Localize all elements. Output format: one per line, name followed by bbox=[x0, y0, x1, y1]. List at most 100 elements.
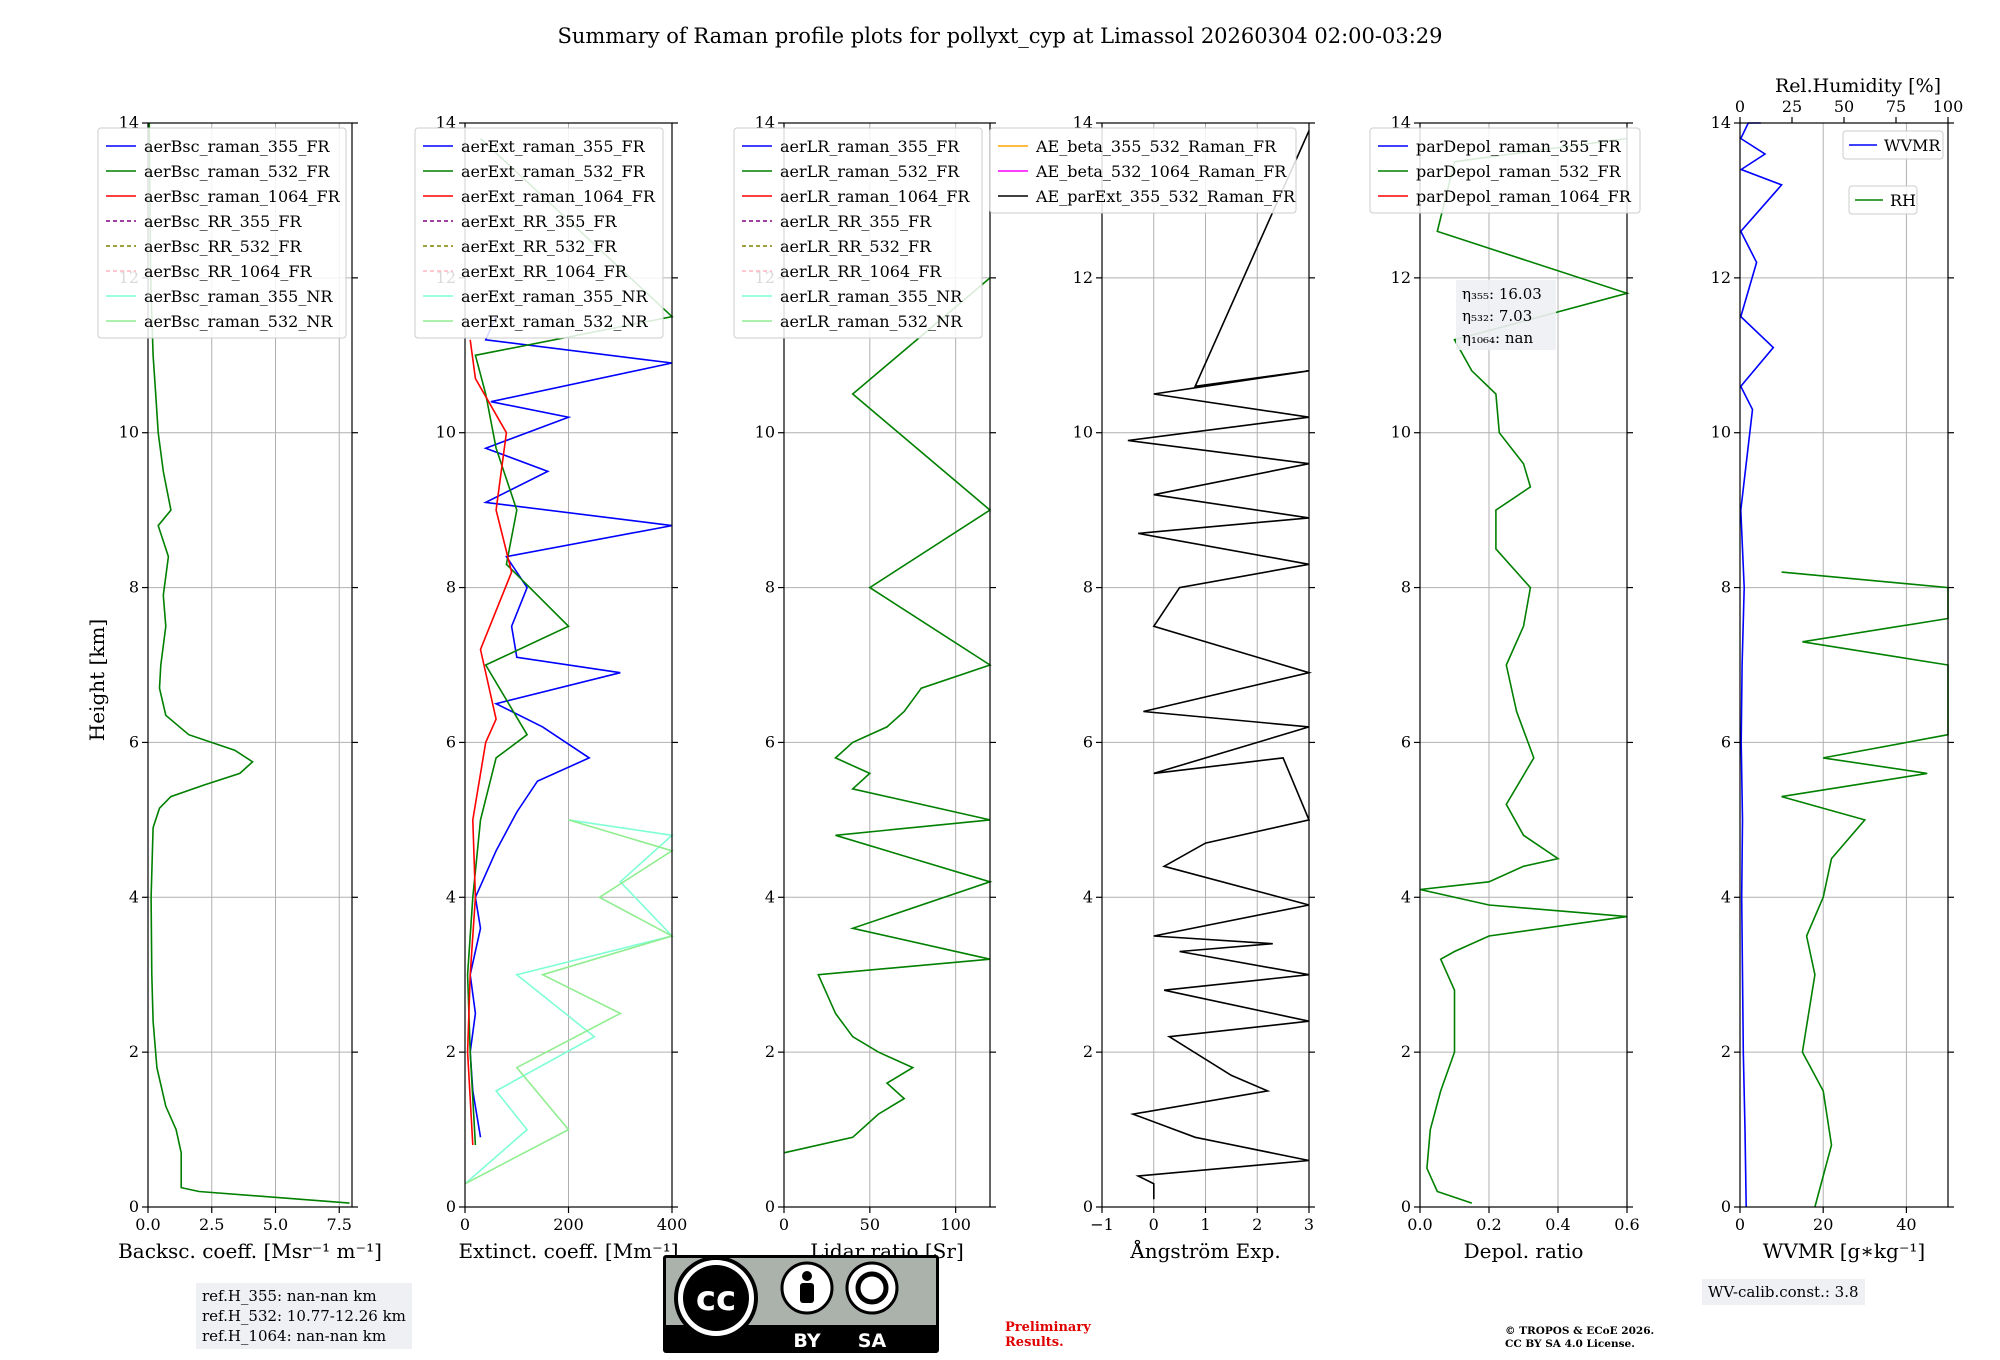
legend-label: aerExt_RR_1064_FR bbox=[461, 262, 628, 281]
x-tick-label: 0.2 bbox=[1476, 1215, 1501, 1234]
wv-calib-text: WV-calib.const.: 3.8 bbox=[1708, 1283, 1859, 1301]
legend-label: aerExt_RR_532_FR bbox=[461, 237, 618, 256]
legend-label: aerLR_raman_532_NR bbox=[780, 312, 963, 331]
legend-label: RH bbox=[1890, 191, 1916, 210]
preliminary-line-2: Results. bbox=[1005, 1335, 1064, 1350]
y-tick-label: 0 bbox=[1401, 1197, 1411, 1216]
legend-label: aerExt_raman_355_FR bbox=[461, 137, 646, 156]
x-tick-label: 20 bbox=[1813, 1215, 1833, 1234]
eta-annotation-line: η₁₀₆₄: nan bbox=[1462, 329, 1533, 347]
y-tick-label: 6 bbox=[1721, 732, 1731, 751]
axes-frame bbox=[783, 122, 991, 1208]
legend-label: parDepol_raman_1064_FR bbox=[1416, 187, 1632, 206]
legend-box bbox=[989, 127, 1297, 214]
x-tick-label: 50 bbox=[860, 1215, 880, 1234]
top-x-tick-label: 0 bbox=[1735, 97, 1745, 116]
y-tick-label: 4 bbox=[129, 887, 139, 906]
ref-h-1064: ref.H_1064: nan-nan km bbox=[202, 1327, 387, 1345]
y-tick-label: 2 bbox=[1401, 1042, 1411, 1061]
y-tick-label: 12 bbox=[1711, 268, 1731, 287]
series-aerExt_raman_355_FR bbox=[469, 316, 673, 1138]
x-tick-label: 1 bbox=[1200, 1215, 1210, 1234]
legend-label: aerLR_raman_355_NR bbox=[780, 287, 963, 306]
y-tick-label: 0 bbox=[1721, 1197, 1731, 1216]
series-parDepol_raman_532_FR bbox=[1419, 137, 1630, 1204]
preliminary-results-note: Preliminary Results. bbox=[1005, 1320, 1091, 1350]
legend-label: aerBsc_raman_532_NR bbox=[144, 312, 333, 331]
series-RH bbox=[1781, 571, 1949, 1208]
legend-label: aerBsc_raman_355_NR bbox=[144, 287, 333, 306]
x-tick-label: 0 bbox=[460, 1215, 470, 1234]
legend-label: aerBsc_RR_355_FR bbox=[144, 212, 302, 231]
series-aerExt_raman_355_NR bbox=[464, 819, 674, 1185]
x-axis-label: Extinct. coeff. [Mm⁻¹] bbox=[458, 1239, 678, 1263]
sa-label: SA bbox=[858, 1330, 887, 1352]
legend-label: parDepol_raman_355_FR bbox=[1416, 137, 1622, 156]
y-tick-label: 0 bbox=[1083, 1197, 1093, 1216]
y-tick-label: 2 bbox=[1721, 1042, 1731, 1061]
y-tick-label: 4 bbox=[1721, 887, 1731, 906]
y-tick-label: 10 bbox=[436, 423, 456, 442]
series-aerExt_raman_532_FR bbox=[466, 137, 674, 1146]
legend-label: aerLR_RR_355_FR bbox=[780, 212, 932, 231]
x-tick-label: 0.0 bbox=[135, 1215, 160, 1234]
x-tick-label: 2 bbox=[1252, 1215, 1262, 1234]
top-x-tick-label: 25 bbox=[1782, 97, 1802, 116]
x-tick-label: 0.4 bbox=[1545, 1215, 1570, 1234]
by-person-head bbox=[802, 1271, 812, 1281]
y-tick-label: 10 bbox=[1711, 423, 1731, 442]
axes-frame bbox=[147, 122, 353, 1208]
y-tick-label: 6 bbox=[129, 732, 139, 751]
y-tick-label: 0 bbox=[129, 1197, 139, 1216]
y-tick-label: 4 bbox=[1083, 887, 1093, 906]
legend-label: aerExt_raman_532_FR bbox=[461, 162, 646, 181]
x-tick-label: 2.5 bbox=[199, 1215, 224, 1234]
legend-box bbox=[733, 127, 983, 339]
cc-text: cc bbox=[696, 1279, 736, 1319]
eta-annotation-line: η₅₃₂: 7.03 bbox=[1462, 307, 1532, 325]
x-tick-label: 0.0 bbox=[1407, 1215, 1432, 1234]
top-x-tick-label: 75 bbox=[1886, 97, 1906, 116]
legend-label: aerLR_RR_532_FR bbox=[780, 237, 932, 256]
y-tick-label: 2 bbox=[765, 1042, 775, 1061]
legend-label: aerLR_raman_532_FR bbox=[780, 162, 960, 181]
ref-height-box: ref.H_355: nan-nan km ref.H_532: 10.77-1… bbox=[196, 1283, 412, 1349]
cc-by-sa-badge: cc BY SA bbox=[663, 1255, 939, 1353]
y-tick-label: 4 bbox=[1401, 887, 1411, 906]
y-tick-label: 6 bbox=[1401, 732, 1411, 751]
series-aerLR_raman_532_FR bbox=[783, 277, 993, 1154]
y-tick-label: 10 bbox=[755, 423, 775, 442]
panel-depol: 0 2 4 6 8 10 12 14 0.0 0.2 0.4 0.6 Depol. ratio parDe… bbox=[1369, 113, 1641, 1263]
ref-h-532: ref.H_532: 10.77-12.26 km bbox=[202, 1307, 406, 1325]
legend-label: aerBsc_RR_1064_FR bbox=[144, 262, 313, 281]
legend-label: aerExt_raman_1064_FR bbox=[461, 187, 656, 206]
x-tick-label: 100 bbox=[940, 1215, 971, 1234]
series-AE_parExt_355_532_Raman_FR bbox=[1127, 130, 1313, 1200]
y-tick-label: 6 bbox=[446, 732, 456, 751]
x-tick-label: 7.5 bbox=[327, 1215, 352, 1234]
x-tick-label: −1 bbox=[1090, 1215, 1114, 1234]
x-axis-label: WVMR [g∗kg⁻¹] bbox=[1763, 1239, 1925, 1263]
x-tick-label: 0 bbox=[1735, 1215, 1745, 1234]
x-tick-label: 5.0 bbox=[263, 1215, 288, 1234]
x-tick-label: 400 bbox=[657, 1215, 688, 1234]
x-axis-label: Backsc. coeff. [Msr⁻¹ m⁻¹] bbox=[118, 1239, 382, 1263]
legend-label: aerExt_raman_355_NR bbox=[461, 287, 649, 306]
cc-inner-icon bbox=[683, 1265, 749, 1331]
legend-label: WVMR bbox=[1884, 136, 1941, 155]
x-axis-label: Depol. ratio bbox=[1464, 1239, 1584, 1263]
y-tick-label: 12 bbox=[1073, 268, 1093, 287]
y-axis-label: Height [km] bbox=[85, 619, 109, 741]
y-tick-label: 14 bbox=[1391, 113, 1411, 132]
axes-frame bbox=[1419, 122, 1628, 1208]
copyright-note: © TROPOS & ECoE 2026. CC BY SA 4.0 Licen… bbox=[1505, 1325, 1654, 1351]
ref-h-355: ref.H_355: nan-nan km bbox=[202, 1287, 377, 1305]
legend-label: aerBsc_raman_532_FR bbox=[144, 162, 330, 181]
y-tick-label: 6 bbox=[765, 732, 775, 751]
legend-label: aerLR_RR_1064_FR bbox=[780, 262, 942, 281]
legend-box bbox=[1369, 127, 1641, 214]
x-tick-label: 40 bbox=[1896, 1215, 1916, 1234]
